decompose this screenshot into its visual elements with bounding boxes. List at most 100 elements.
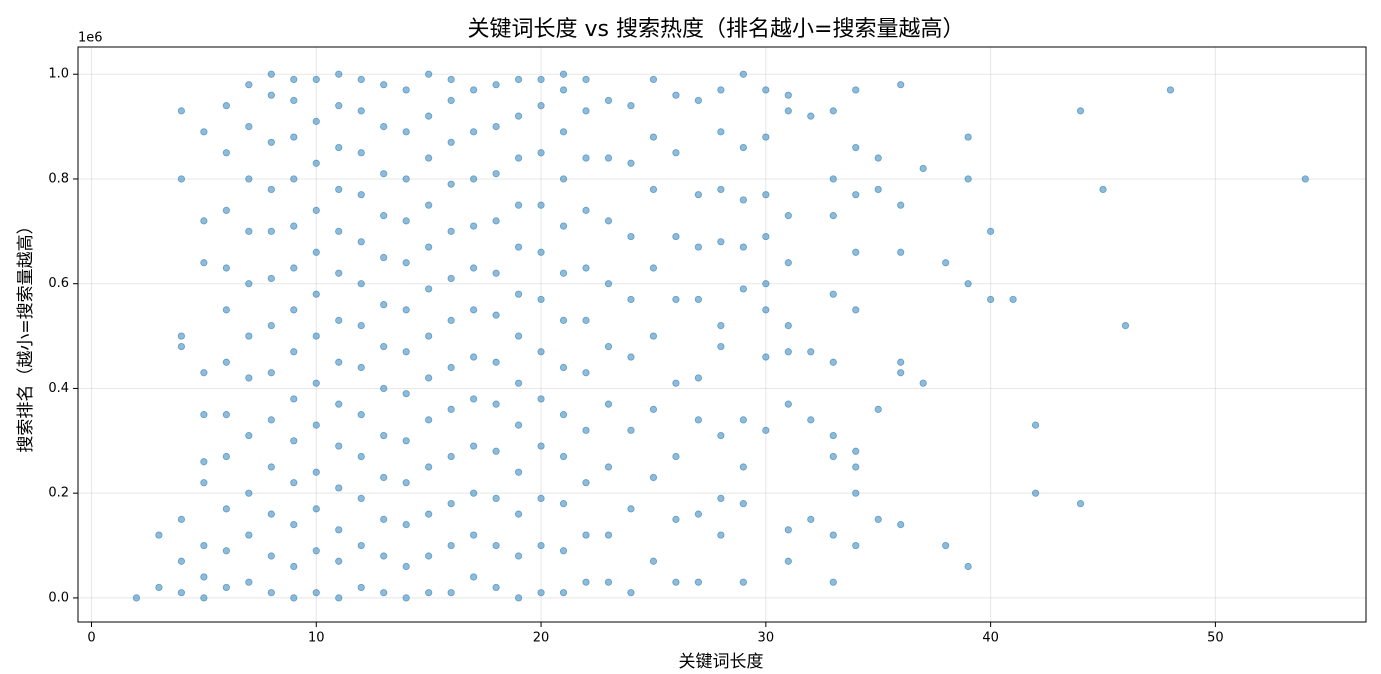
point — [177, 175, 185, 183]
point — [245, 122, 253, 131]
point — [514, 510, 523, 518]
point — [784, 526, 792, 534]
point — [425, 589, 433, 597]
point — [649, 185, 658, 194]
y-offset-label: 1e6 — [78, 31, 103, 46]
point — [897, 520, 905, 529]
point — [739, 285, 747, 293]
point — [942, 541, 950, 550]
point — [852, 447, 860, 455]
point — [492, 269, 500, 277]
point — [672, 295, 680, 304]
point — [425, 374, 433, 382]
point — [874, 515, 882, 523]
point — [694, 295, 702, 304]
point — [852, 306, 860, 314]
point — [245, 578, 253, 586]
point — [694, 374, 702, 382]
point — [537, 348, 545, 356]
point — [739, 196, 747, 204]
point — [245, 81, 253, 89]
point — [470, 442, 478, 450]
point — [357, 583, 365, 592]
point — [582, 264, 590, 272]
point — [492, 447, 500, 455]
x-tick-label: 0 — [87, 631, 95, 646]
point — [222, 547, 230, 555]
point — [335, 185, 343, 194]
point — [402, 128, 410, 136]
point — [1076, 500, 1085, 508]
point — [829, 212, 837, 220]
point — [582, 578, 590, 586]
point — [425, 154, 433, 162]
point — [627, 159, 635, 167]
point — [245, 175, 253, 183]
point — [380, 122, 388, 131]
point — [177, 589, 185, 597]
point — [604, 400, 613, 408]
point — [649, 75, 658, 84]
point — [267, 70, 275, 78]
point — [290, 133, 298, 141]
point — [604, 96, 613, 105]
point — [447, 589, 455, 597]
point — [312, 332, 320, 340]
point — [335, 557, 343, 565]
point — [829, 452, 837, 461]
point — [357, 107, 365, 115]
x-tick-label: 50 — [1207, 631, 1224, 646]
point — [1301, 175, 1309, 183]
point — [290, 75, 298, 84]
point — [290, 520, 298, 529]
point — [559, 547, 568, 555]
point — [897, 369, 905, 377]
point — [222, 411, 230, 419]
point — [717, 431, 725, 440]
point — [200, 128, 208, 136]
point — [290, 395, 298, 403]
point — [1031, 421, 1040, 429]
point — [762, 133, 770, 141]
point — [964, 280, 972, 288]
point — [492, 541, 500, 550]
point — [582, 75, 590, 84]
point — [447, 363, 455, 372]
point — [672, 149, 680, 157]
point — [739, 578, 747, 586]
point — [470, 573, 478, 581]
point — [357, 452, 365, 461]
point — [290, 479, 298, 487]
point — [200, 541, 208, 550]
point — [267, 138, 275, 146]
point — [672, 379, 680, 387]
point — [694, 96, 702, 105]
point — [717, 86, 725, 94]
point — [177, 332, 185, 340]
point — [762, 353, 770, 361]
point — [245, 431, 253, 440]
point — [312, 379, 320, 387]
point — [402, 217, 410, 225]
point — [784, 321, 792, 330]
point — [267, 369, 275, 377]
point — [514, 332, 523, 340]
point — [1009, 295, 1017, 304]
point — [470, 489, 478, 497]
point — [514, 379, 523, 387]
point — [402, 594, 410, 602]
point — [829, 531, 837, 539]
point — [380, 589, 388, 597]
point — [784, 557, 792, 565]
point — [155, 531, 163, 539]
point — [447, 405, 455, 413]
point — [559, 70, 568, 78]
point — [177, 557, 185, 565]
point — [762, 232, 770, 241]
point — [335, 400, 343, 408]
point — [357, 238, 365, 246]
point — [380, 384, 388, 393]
point — [177, 342, 185, 351]
point — [514, 552, 523, 560]
point — [290, 264, 298, 272]
